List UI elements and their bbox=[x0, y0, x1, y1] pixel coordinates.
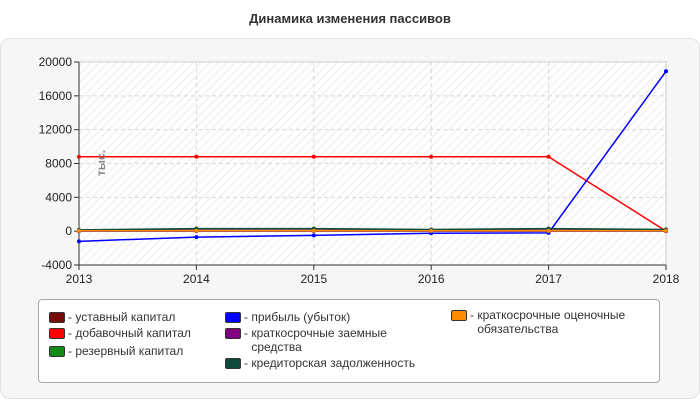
legend-dash: - bbox=[68, 326, 76, 340]
legend-swatch bbox=[225, 328, 241, 339]
legend-label: резервный капитал bbox=[75, 344, 184, 358]
data-point bbox=[77, 228, 81, 233]
y-tick-label: 4000 bbox=[45, 190, 72, 204]
y-tick-label: 16000 bbox=[39, 89, 73, 103]
data-point bbox=[546, 228, 551, 233]
legend-item[interactable]: - краткосрочные заемные средства bbox=[225, 326, 415, 354]
y-axis-label: тыс. bbox=[94, 150, 108, 176]
y-tick-label: 0 bbox=[65, 224, 72, 238]
legend-swatch bbox=[49, 312, 65, 323]
legend-swatch bbox=[225, 358, 241, 369]
data-point bbox=[546, 154, 551, 159]
data-point bbox=[77, 239, 81, 244]
data-point bbox=[77, 154, 81, 159]
legend-swatch bbox=[451, 310, 467, 321]
x-tick-label: 2018 bbox=[653, 272, 680, 286]
series-line-1 bbox=[79, 155, 667, 232]
y-tick-label: 8000 bbox=[45, 157, 72, 171]
data-point bbox=[311, 154, 316, 159]
legend-dash: - bbox=[68, 310, 76, 324]
x-tick-label: 2014 bbox=[183, 272, 210, 286]
data-point bbox=[311, 233, 316, 238]
y-tick-label: -4000 bbox=[41, 258, 72, 272]
legend-swatch bbox=[49, 346, 65, 357]
data-point bbox=[429, 228, 434, 233]
legend-dash: - bbox=[244, 310, 252, 324]
chart-title: Динамика изменения пассивов bbox=[249, 11, 451, 26]
legend: - уставный капитал - добавочный капитал - … bbox=[38, 299, 660, 383]
legend-label: краткосрочные заемные средства bbox=[251, 326, 387, 354]
legend-label: кредиторская задолженность bbox=[251, 356, 416, 370]
data-point bbox=[194, 235, 199, 240]
x-tick-label: 2013 bbox=[66, 272, 93, 286]
series-line-3 bbox=[78, 70, 667, 243]
x-tick-label: 2017 bbox=[535, 272, 562, 286]
legend-item[interactable]: - краткосрочные оценочные обязательства bbox=[451, 308, 651, 336]
data-point bbox=[311, 228, 316, 233]
legend-dash: - bbox=[244, 326, 252, 340]
data-point bbox=[429, 154, 434, 159]
x-tick-label: 2016 bbox=[418, 272, 445, 286]
legend-item[interactable]: - прибыль (убыток) bbox=[225, 310, 445, 324]
legend-item[interactable]: - уставный капитал bbox=[49, 310, 219, 324]
data-point bbox=[664, 69, 668, 74]
legend-label: уставный капитал bbox=[75, 310, 176, 324]
data-point bbox=[194, 228, 199, 233]
legend-label: добавочный капитал bbox=[75, 326, 191, 340]
series-line-5 bbox=[78, 227, 667, 231]
data-point bbox=[194, 154, 199, 159]
legend-dash: - bbox=[68, 344, 76, 358]
legend-item[interactable]: - добавочный капитал bbox=[49, 326, 219, 340]
y-tick-label: 12000 bbox=[39, 123, 73, 137]
y-tick-label: 20000 bbox=[39, 55, 73, 69]
axes: -4000 0 4000 8000 12000 16000 20000 2013 2014 201… bbox=[39, 55, 680, 286]
legend-label: прибыль (убыток) bbox=[251, 310, 351, 324]
series-group bbox=[77, 69, 668, 244]
legend-swatch bbox=[225, 312, 241, 323]
legend-swatch bbox=[49, 328, 65, 339]
legend-item[interactable]: - резервный капитал bbox=[49, 344, 219, 358]
legend-dash: - bbox=[470, 308, 478, 322]
legend-item[interactable]: - кредиторская задолженность bbox=[225, 356, 445, 370]
data-point bbox=[664, 228, 668, 233]
legend-label: краткосрочные оценочные обязательства bbox=[477, 308, 626, 336]
legend-dash: - bbox=[244, 356, 252, 370]
x-tick-label: 2015 bbox=[300, 272, 327, 286]
